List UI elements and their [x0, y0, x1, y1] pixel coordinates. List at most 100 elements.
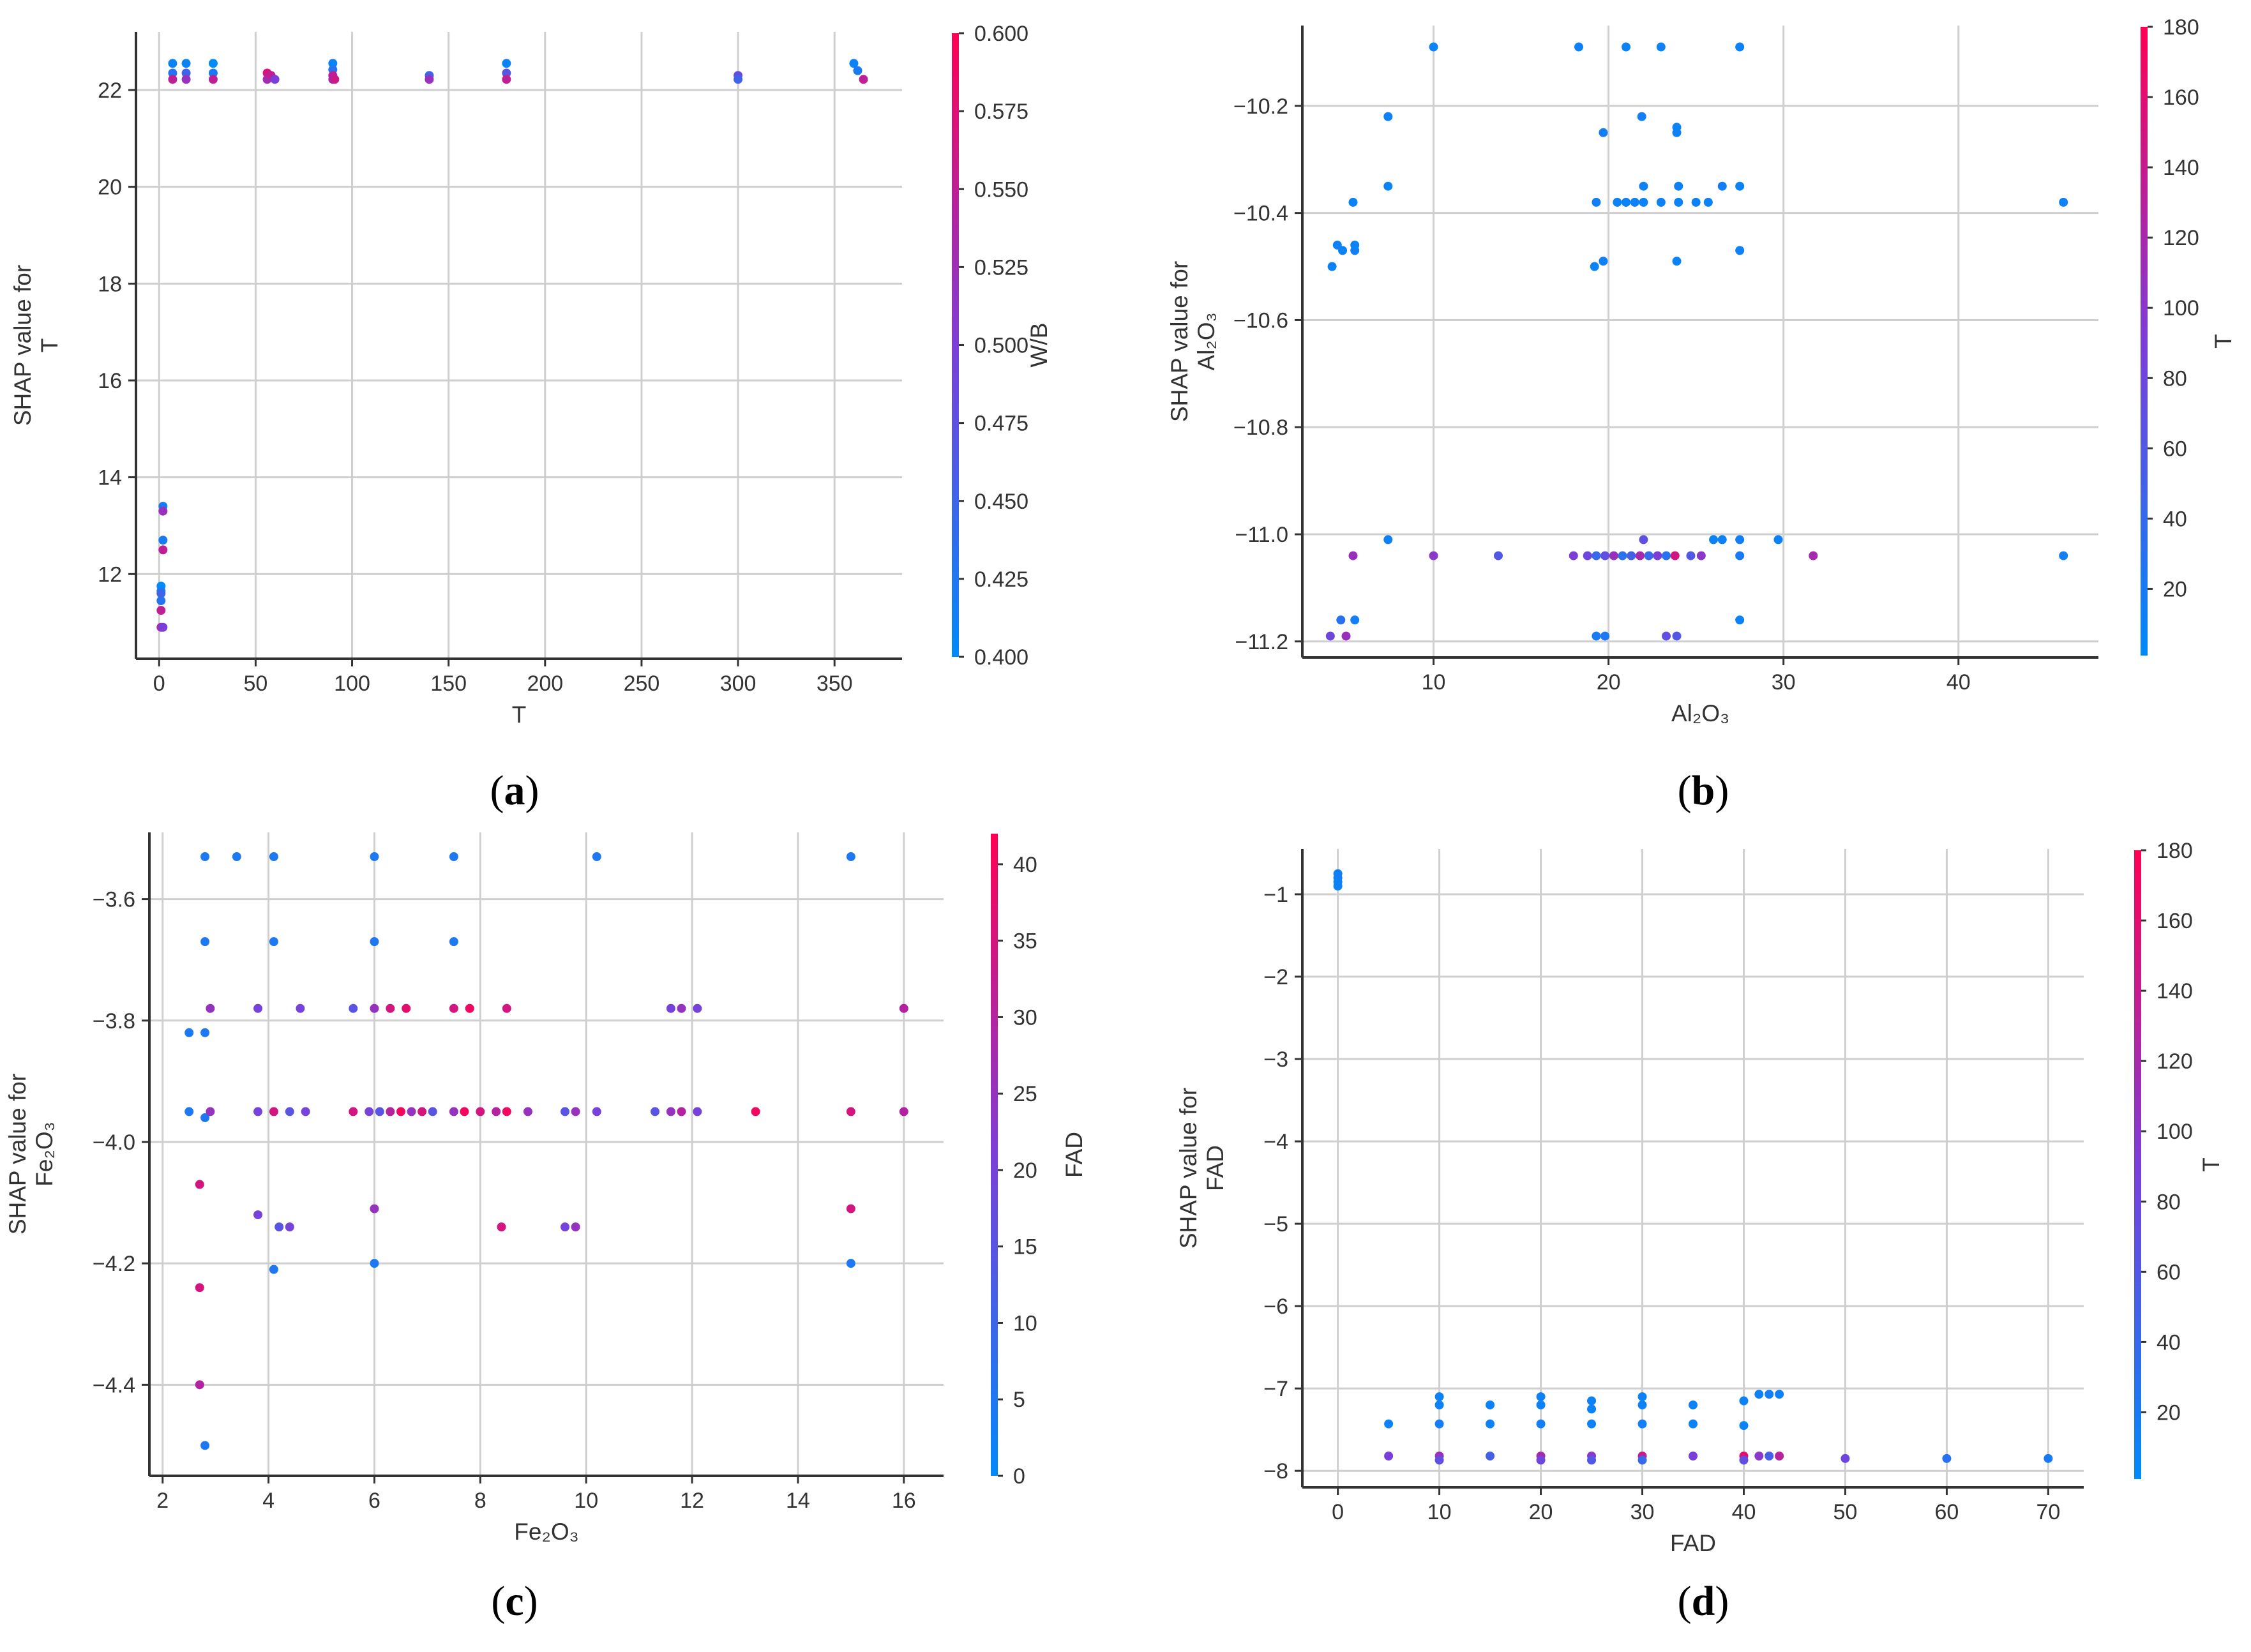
scatter-point [200, 1441, 210, 1450]
x-tick-label: 60 [1934, 1500, 1959, 1524]
scatter-point [285, 1222, 294, 1232]
y-tick-label: 14 [98, 466, 122, 490]
scatter-point [181, 75, 191, 84]
y-axis-label-line1: SHAP value for [1175, 1088, 1201, 1249]
x-tick-label: 30 [1630, 1500, 1655, 1524]
scatter-point [1618, 551, 1627, 560]
scatter-point [156, 606, 166, 615]
scatter-point [899, 1107, 908, 1116]
colorbar-tick-label: 15 [1013, 1235, 1037, 1259]
panel-caption-letter: b [1692, 767, 1715, 814]
scatter-point [1536, 1419, 1546, 1429]
scatter-point [1672, 257, 1682, 266]
y-tick-label: −1 [1263, 883, 1288, 907]
scatter-point [1672, 123, 1682, 132]
scatter-point [428, 1107, 437, 1116]
scatter-point [449, 1107, 458, 1116]
scatter-point [449, 852, 458, 862]
colorbar-tick-label: 60 [2163, 437, 2187, 461]
scatter-point [460, 1107, 469, 1116]
y-tick-label: 12 [98, 562, 122, 587]
scatter-point [370, 1204, 379, 1213]
scatter-point [1434, 1455, 1444, 1465]
colorbar [991, 834, 998, 1476]
scatter-point [375, 1107, 384, 1116]
scatter-point [1348, 197, 1358, 207]
y-tick-label: −3 [1263, 1048, 1288, 1072]
scatter-point [1583, 551, 1592, 560]
scatter-point [1569, 551, 1578, 560]
x-tick-label: 16 [892, 1489, 916, 1513]
scatter-point [1587, 1455, 1597, 1465]
x-tick-label: 8 [474, 1489, 486, 1513]
panel-caption-close: ) [1715, 1578, 1729, 1625]
scatter-point [846, 1259, 855, 1268]
colorbar-tick-label: 30 [1013, 1005, 1037, 1030]
scatter-point [1639, 181, 1648, 191]
scatter-point [1486, 1400, 1495, 1409]
panel-caption-letter: c [505, 1578, 523, 1625]
scatter-point [1662, 551, 1671, 560]
scatter-point [1739, 1455, 1749, 1465]
colorbar-tick-label: 120 [2163, 226, 2199, 250]
scatter-point [1717, 181, 1727, 191]
colorbar-tick-label: 180 [2163, 15, 2199, 40]
scatter-point [1599, 128, 1608, 137]
x-tick-label: 50 [1833, 1500, 1858, 1524]
scatter-point [502, 59, 511, 68]
panel-c: 2 4 6 8 10 12 14 16−3.6−3.8−4.0−4.2−4.4Fe₂O₃SHA… [4, 832, 1087, 1625]
scatter-point [502, 1003, 511, 1013]
y-tick-label: −4.4 [93, 1373, 135, 1397]
scatter-point [1754, 1390, 1764, 1399]
scatter-point [1338, 246, 1348, 255]
colorbar-tick-label: 40 [1013, 853, 1037, 877]
scatter-point [1350, 615, 1360, 625]
colorbar-tick-label: 0.450 [974, 490, 1028, 514]
scatter-point [1689, 1419, 1698, 1429]
scatter-point [853, 66, 862, 75]
scatter-point [1590, 262, 1599, 271]
scatter-point [1622, 197, 1631, 207]
panel-caption-open: ( [1678, 1578, 1692, 1625]
scatter-point [666, 1107, 675, 1116]
colorbar-tick-label: 20 [2163, 577, 2187, 601]
scatter-point [208, 75, 218, 84]
y-tick-label: −5 [1263, 1212, 1288, 1236]
scatter-point [1662, 631, 1671, 641]
scatter-point [328, 59, 338, 68]
scatter-point [592, 1107, 601, 1116]
panel-caption-letter: d [1692, 1578, 1715, 1625]
scatter-point [195, 1180, 204, 1189]
colorbar [2141, 27, 2148, 656]
colorbar-tick-label: 140 [2157, 979, 2193, 1003]
panel-caption: (c) [491, 1578, 538, 1625]
y-tick-label: −7 [1263, 1377, 1288, 1401]
colorbar-tick-label: 20 [2157, 1400, 2181, 1425]
scatter-point [1384, 1451, 1394, 1461]
x-axis-label: Al₂O₃ [1671, 700, 1729, 726]
scatter-point [1739, 1421, 1749, 1430]
colorbar-tick-label: 0.475 [974, 412, 1028, 436]
scatter-point [1350, 240, 1360, 250]
scatter-point [407, 1107, 416, 1116]
colorbar-tick-label: 80 [2157, 1190, 2181, 1214]
scatter-point [1587, 1419, 1597, 1429]
scatter-point [330, 75, 340, 84]
scatter-point [349, 1003, 358, 1013]
scatter-point [1672, 631, 1682, 641]
colorbar [952, 33, 959, 657]
scatter-point [1493, 551, 1503, 560]
scatter-point [1644, 551, 1653, 560]
y-tick-label: −11.2 [1235, 630, 1288, 654]
scatter-point [370, 1259, 379, 1268]
scatter-point [1536, 1392, 1546, 1402]
scatter-point [449, 1003, 458, 1013]
panel-caption-close: ) [525, 767, 539, 814]
scatter-point [1656, 42, 1666, 52]
y-tick-label: −11.0 [1235, 523, 1288, 547]
scatter-point [1773, 535, 1783, 544]
y-tick-label: 22 [98, 79, 122, 103]
x-tick-label: 10 [1427, 1500, 1452, 1524]
scatter-point [1587, 1396, 1597, 1406]
